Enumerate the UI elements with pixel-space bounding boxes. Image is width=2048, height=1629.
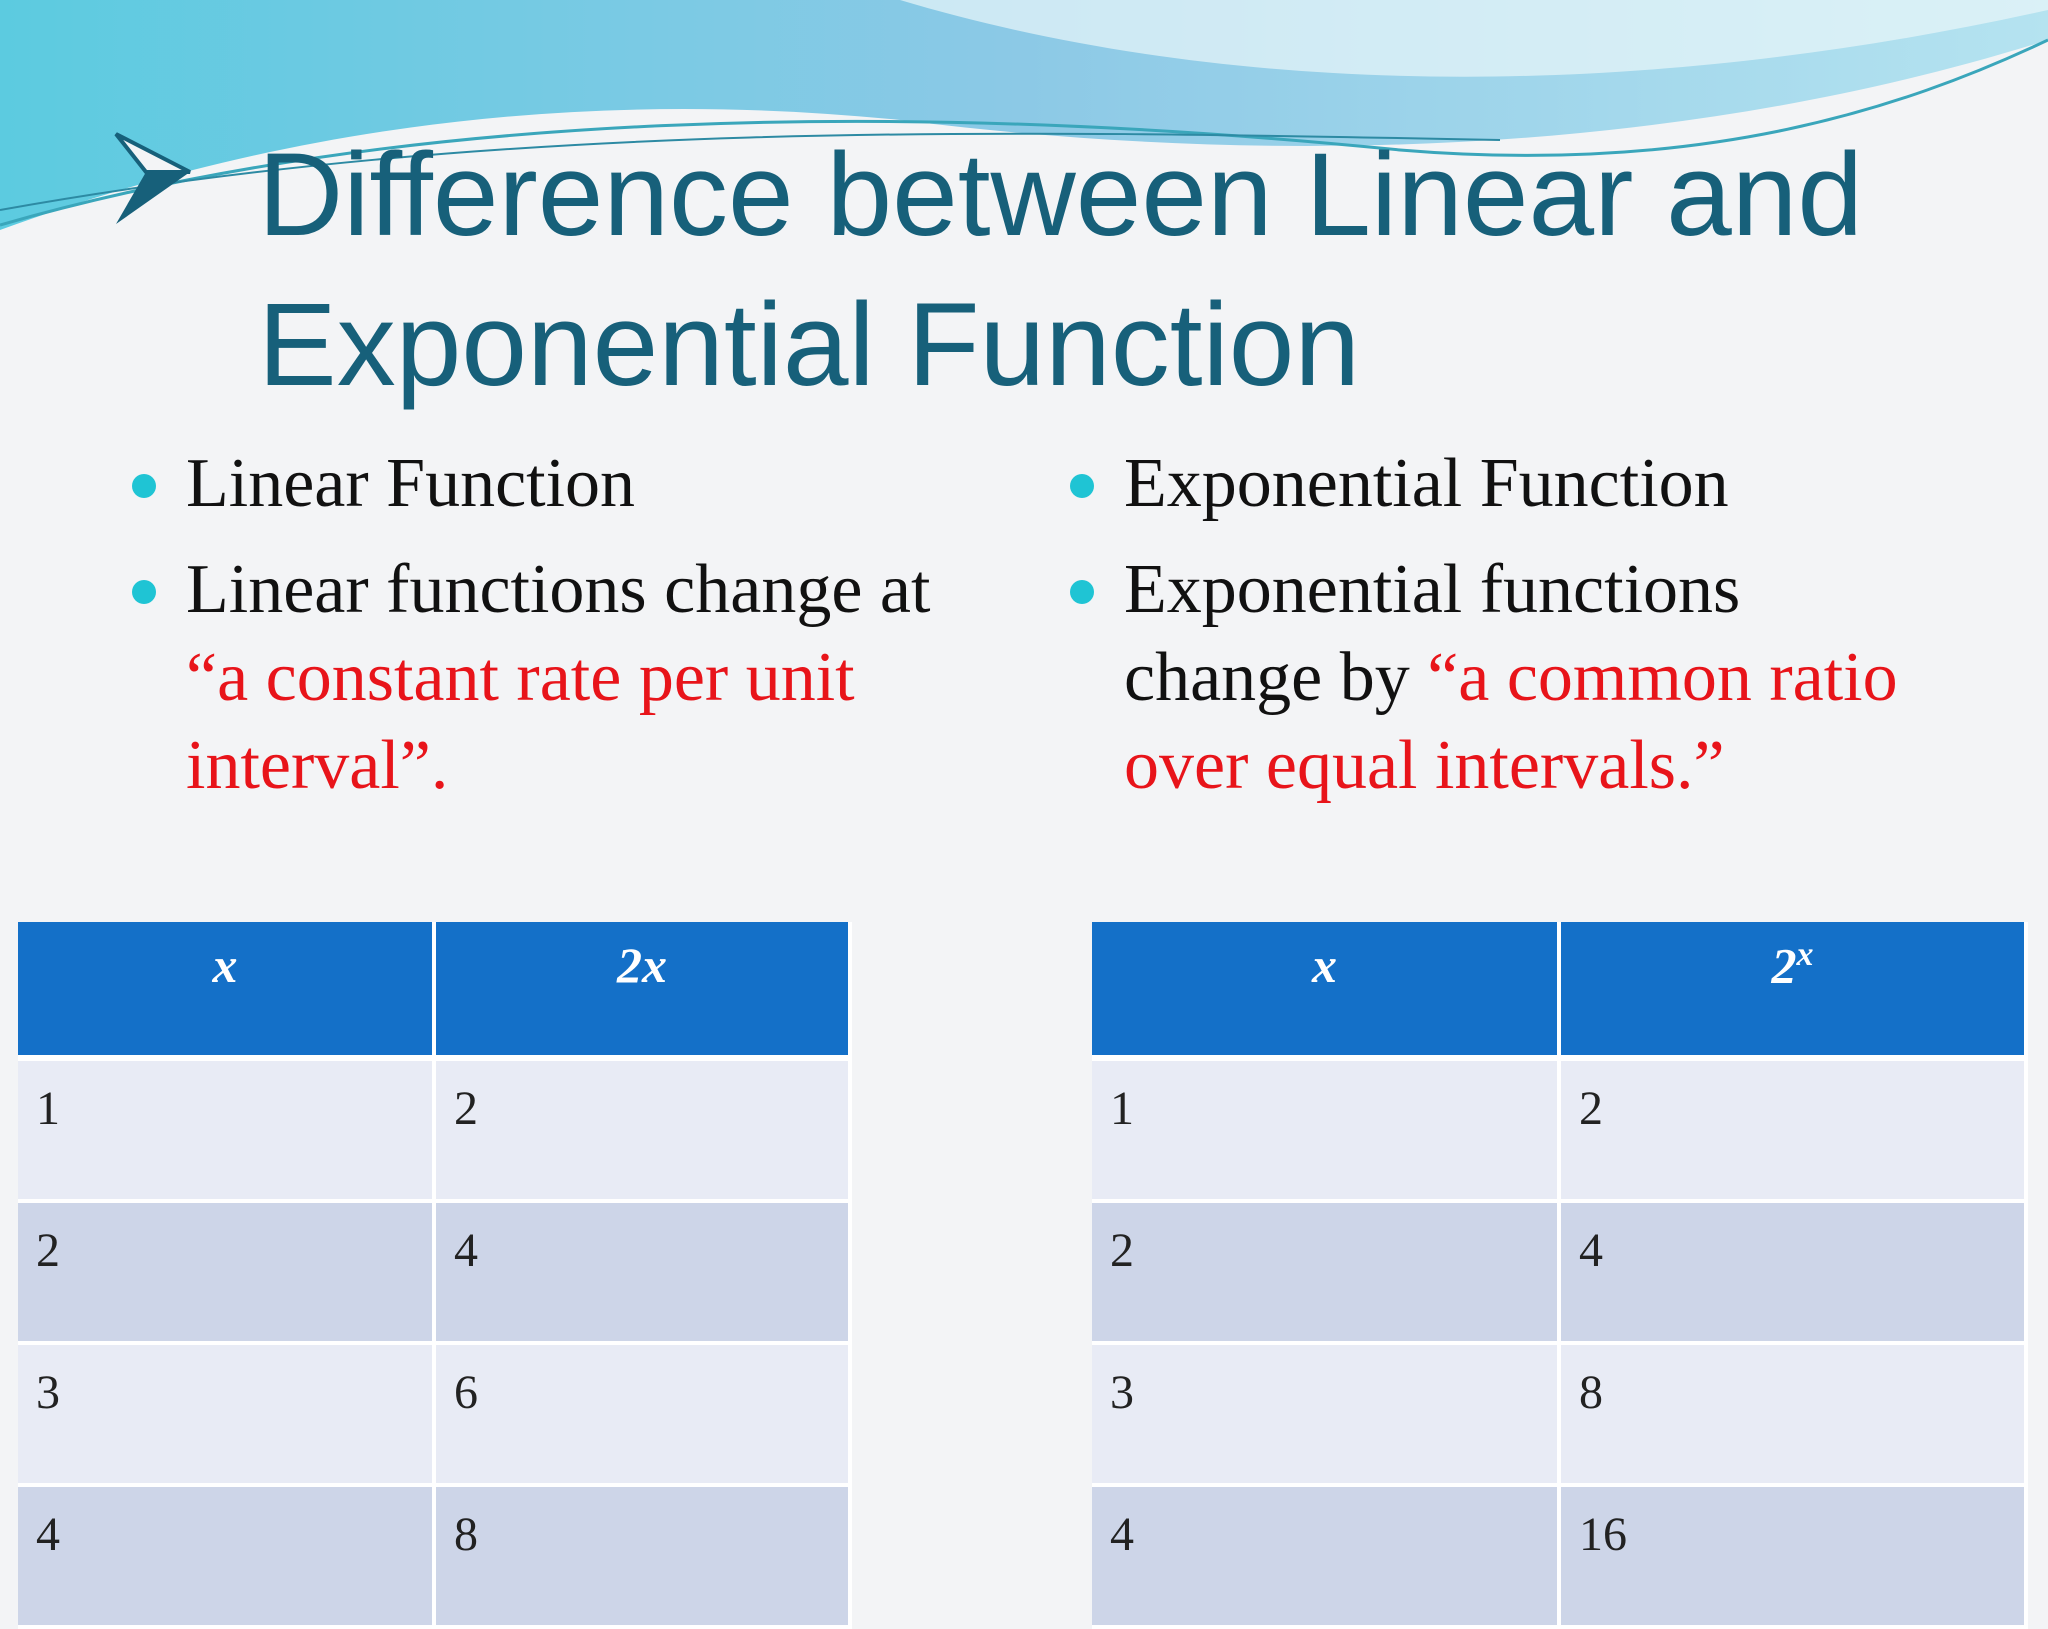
table-cell: 4 — [434, 1201, 852, 1345]
header-cell: 2x — [434, 922, 852, 1061]
table-cell: 2 — [1559, 1058, 2028, 1203]
bullet-highlight: “a common ratio over equal intervals.” — [1124, 639, 1898, 804]
table-cell: 4 — [1559, 1201, 2028, 1345]
table-row: 4 16 — [1092, 1485, 2028, 1629]
header-base: 2x — [617, 937, 667, 993]
table-cell: 1 — [18, 1058, 436, 1203]
table-cell: 3 — [18, 1343, 436, 1487]
bullet-item: Linear Function — [130, 440, 960, 528]
bullet-text: Exponential Function — [1124, 445, 1729, 522]
bullet-highlight: “a constant rate per unit interval”. — [186, 639, 855, 804]
bullet-text: Exponential functions change by — [1124, 551, 1741, 716]
slide-title: Difference between Linear and Exponentia… — [258, 129, 1864, 411]
linear-table: x 2x 1 2 2 4 3 6 4 8 — [18, 922, 852, 1629]
table-cell: 1 — [1092, 1058, 1561, 1203]
bullet-item: Exponential Function — [1068, 440, 1898, 528]
table-cell: 8 — [434, 1485, 852, 1629]
header-base: x — [1312, 937, 1337, 993]
header-cell: x — [1092, 922, 1561, 1061]
header-cell: x — [18, 922, 436, 1061]
header-row: x 2x — [1092, 922, 2028, 1061]
header-row: x 2x — [18, 922, 852, 1061]
table-cell: 6 — [434, 1343, 852, 1487]
table-cell: 2 — [434, 1058, 852, 1203]
bullet-text: Linear Function — [186, 445, 636, 522]
table-cell: 2 — [18, 1201, 436, 1345]
header-base: 2 — [1771, 937, 1797, 994]
bullet-item: Linear functions change at “a constant r… — [130, 546, 960, 810]
left-column: Linear Function Linear functions change a… — [130, 440, 960, 828]
table-cell: 4 — [18, 1485, 436, 1629]
header-exponent: x — [1796, 936, 1814, 973]
header-wave — [0, 0, 2048, 230]
table-cell: 2 — [1092, 1201, 1561, 1345]
exponential-table: x 2x 1 2 2 4 3 8 4 16 — [1092, 922, 2028, 1629]
table-cell: 8 — [1559, 1343, 2028, 1487]
right-column: Exponential Function Exponential function… — [1068, 440, 1898, 828]
header-base: x — [212, 937, 238, 993]
table-cell: 3 — [1092, 1343, 1561, 1487]
bullet-item: Exponential functions change by “a commo… — [1068, 546, 1898, 810]
table-cell: 4 — [1092, 1485, 1561, 1629]
table-cell: 16 — [1559, 1485, 2028, 1629]
bullet-text: Linear functions change at — [186, 551, 931, 628]
header-cell: 2x — [1559, 922, 2028, 1061]
